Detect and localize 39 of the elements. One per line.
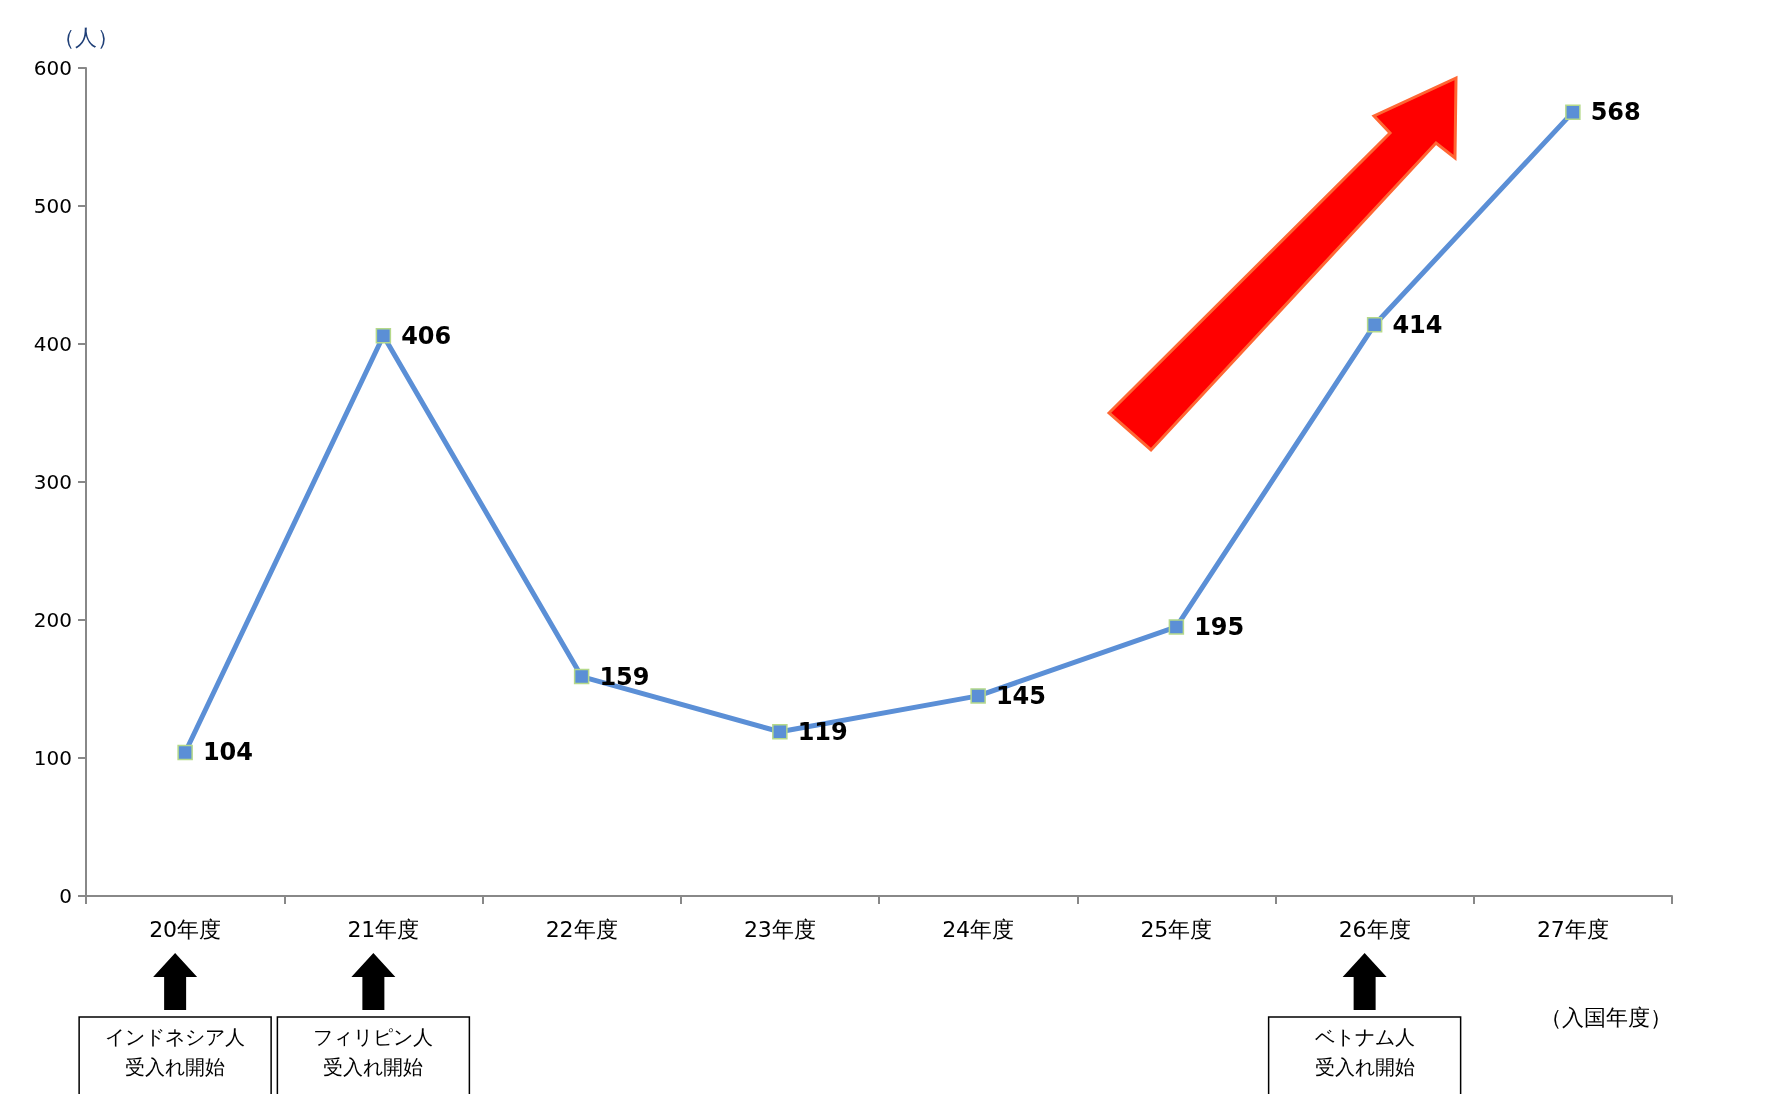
x-tick-label: 23年度 <box>743 916 816 942</box>
text: 受入れ開始 <box>125 1055 226 1079</box>
point <box>375 327 392 344</box>
y-tick-label: 400 <box>33 332 72 356</box>
text: 受入れ開始 <box>1314 1055 1415 1079</box>
data-label: 414 <box>1392 310 1443 339</box>
x-tick-label: 25年度 <box>1140 916 1213 942</box>
point <box>970 688 986 704</box>
data-label: 568 <box>1590 98 1641 127</box>
text: インドネシア人 <box>105 1025 246 1049</box>
y-tick-label: 500 <box>33 194 72 218</box>
data-label: 406 <box>401 321 452 350</box>
point <box>177 744 193 761</box>
x-tick-label: 22年度 <box>545 916 618 942</box>
x-tick-label: 24年度 <box>942 916 1015 942</box>
x-axis-title: （入国年度） <box>1540 1004 1672 1030</box>
point <box>1565 104 1581 120</box>
text: ベトナム人 <box>1314 1025 1415 1049</box>
text: フィリピン人 <box>313 1025 434 1049</box>
y-tick-label: 100 <box>33 746 72 770</box>
point <box>573 668 590 685</box>
data-label: 119 <box>797 717 848 746</box>
y-axis-title: （人） <box>53 24 119 50</box>
x-tick-label: 27年度 <box>1536 916 1609 942</box>
y-tick-label: 0 <box>59 884 72 908</box>
y-tick-label: 300 <box>33 470 72 494</box>
y-tick-label: 200 <box>33 608 72 632</box>
point <box>1168 619 1185 635</box>
y-tick-label: 600 <box>33 56 72 80</box>
point <box>1366 316 1383 333</box>
data-label: 104 <box>202 738 253 767</box>
x-tick-label: 21年度 <box>347 916 420 942</box>
x-tick-label: 26年度 <box>1338 916 1411 942</box>
x-tick-label: 20年度 <box>149 916 222 942</box>
data-label: 195 <box>1194 612 1245 641</box>
data-label: 159 <box>599 662 650 691</box>
point <box>772 724 788 740</box>
data-label: 145 <box>995 681 1046 710</box>
text: 受入れ開始 <box>323 1055 424 1079</box>
